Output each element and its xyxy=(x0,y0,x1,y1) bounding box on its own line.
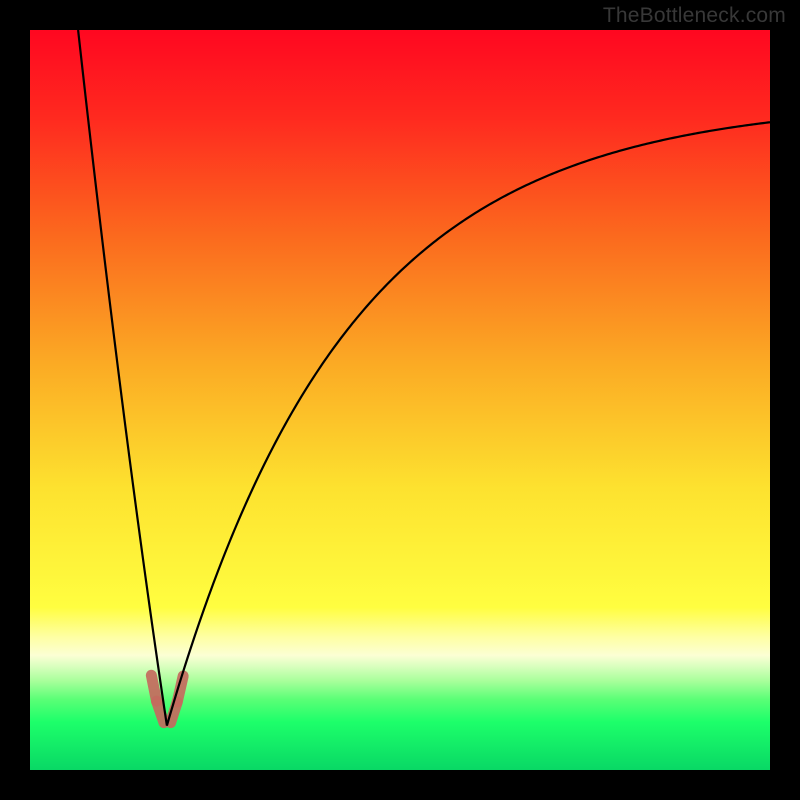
frame-border-bottom xyxy=(0,770,800,800)
chart-svg xyxy=(30,30,770,770)
frame-border-right xyxy=(770,30,800,770)
frame-border-left xyxy=(0,30,30,770)
watermark-label: TheBottleneck.com xyxy=(603,4,786,28)
stage: TheBottleneck.com xyxy=(0,0,800,800)
bottleneck-chart xyxy=(30,30,770,770)
